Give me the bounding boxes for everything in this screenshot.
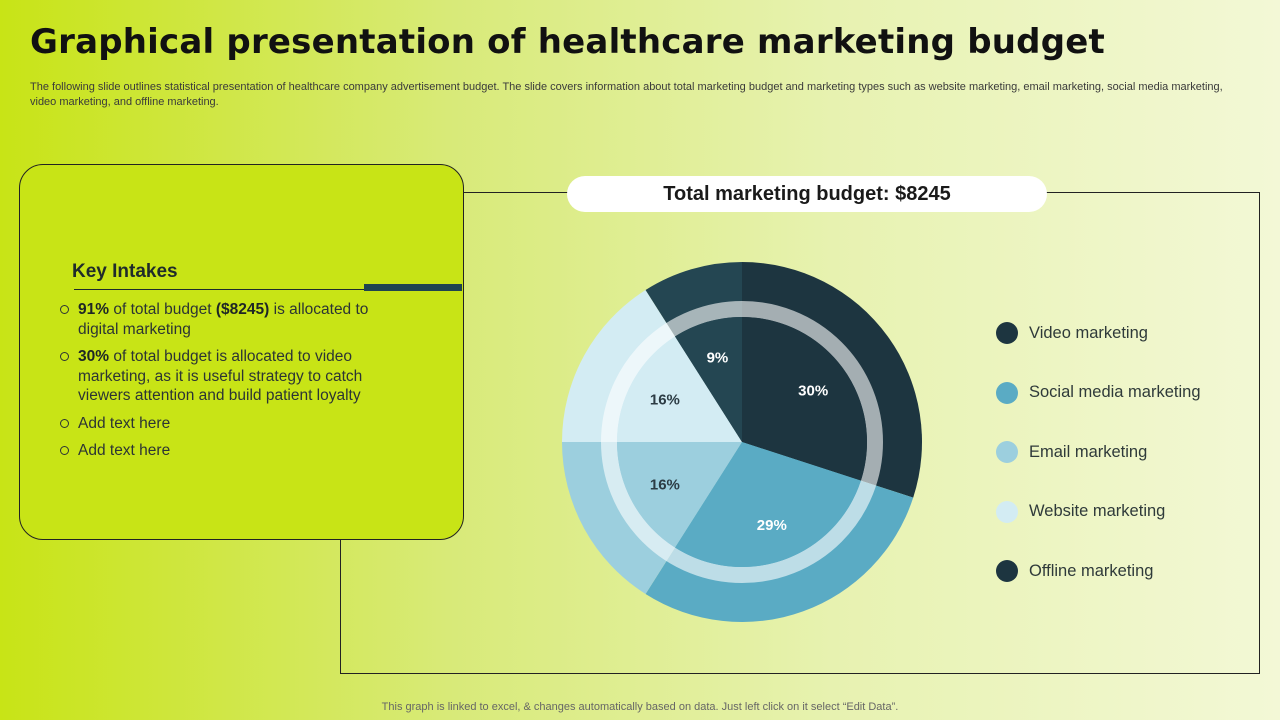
- legend-item[interactable]: Offline marketing: [996, 560, 1201, 582]
- bullet-text: of total budget: [109, 301, 216, 318]
- chart-legend: Video marketing Social media marketing E…: [996, 322, 1201, 620]
- page-subtitle: The following slide outlines statistical…: [30, 81, 1223, 108]
- bullet-text: Add text here: [78, 442, 171, 459]
- pie-inner-slice-social-media[interactable]: [675, 442, 861, 567]
- pie-label-website: 16%: [650, 392, 680, 409]
- pie-inner-slice-video[interactable]: [742, 317, 867, 481]
- pie-chart[interactable]: 30% 29% 16% 16% 9%: [540, 240, 944, 644]
- key-intakes-accent-bar: [364, 284, 462, 291]
- bullet-text: of total budget is allocated to video ma…: [78, 348, 363, 404]
- legend-label: Video marketing: [1029, 323, 1148, 342]
- bullet-circle-icon: [60, 418, 69, 428]
- pie-inner-slice-website[interactable]: [617, 336, 742, 442]
- list-item: 91% of total budget ($8245) is allocated…: [58, 300, 388, 339]
- page-title: Graphical presentation of healthcare mar…: [30, 22, 1105, 62]
- bullet-bold: 91%: [78, 301, 110, 318]
- pie-ring-overlay: [601, 301, 883, 583]
- key-intakes-list: 91% of total budget ($8245) is allocated…: [58, 300, 388, 469]
- list-item: Add text here: [58, 441, 388, 461]
- legend-label: Email marketing: [1029, 442, 1148, 461]
- bullet-circle-icon: [60, 352, 69, 361]
- pie-label-video: 30%: [798, 382, 828, 399]
- list-item: 30% of total budget is allocated to vide…: [58, 347, 388, 406]
- pie-inner-slice-offline[interactable]: [675, 317, 742, 442]
- pie-label-offline: 9%: [707, 349, 729, 366]
- legend-swatch: [996, 560, 1018, 582]
- list-item: Add text here: [58, 414, 388, 434]
- bullet-circle-icon: [60, 305, 69, 314]
- pie-label-social-media: 29%: [757, 517, 787, 534]
- legend-item[interactable]: Email marketing: [996, 441, 1201, 463]
- bullet-text: is allocated to digital marketing: [78, 301, 369, 338]
- legend-label: Offline marketing: [1029, 561, 1154, 580]
- key-intakes-title: Key Intakes: [72, 261, 178, 282]
- bullet-text: Add text here: [78, 414, 171, 432]
- bullet-bold: 30%: [78, 348, 110, 365]
- legend-label: Social media marketing: [1029, 383, 1201, 401]
- total-budget-label: Total marketing budget: $8245: [567, 176, 1047, 212]
- legend-item[interactable]: Social media marketing: [996, 381, 1201, 404]
- legend-item[interactable]: Video marketing: [996, 322, 1201, 344]
- legend-label: Website marketing: [1029, 502, 1166, 520]
- pie-label-email: 16%: [650, 476, 680, 493]
- footer-note: This graph is linked to excel, & changes…: [381, 701, 899, 713]
- legend-swatch: [996, 500, 1018, 523]
- legend-swatch: [996, 441, 1018, 463]
- legend-item[interactable]: Website marketing: [996, 500, 1201, 523]
- legend-swatch: [996, 322, 1018, 344]
- bullet-circle-icon: [60, 446, 69, 455]
- key-intakes-divider: [74, 289, 364, 290]
- key-intakes-panel: [19, 164, 464, 540]
- bullet-bold: ($8245): [215, 301, 270, 318]
- pie-inner-slice-email[interactable]: [617, 442, 742, 548]
- legend-swatch: [996, 381, 1018, 404]
